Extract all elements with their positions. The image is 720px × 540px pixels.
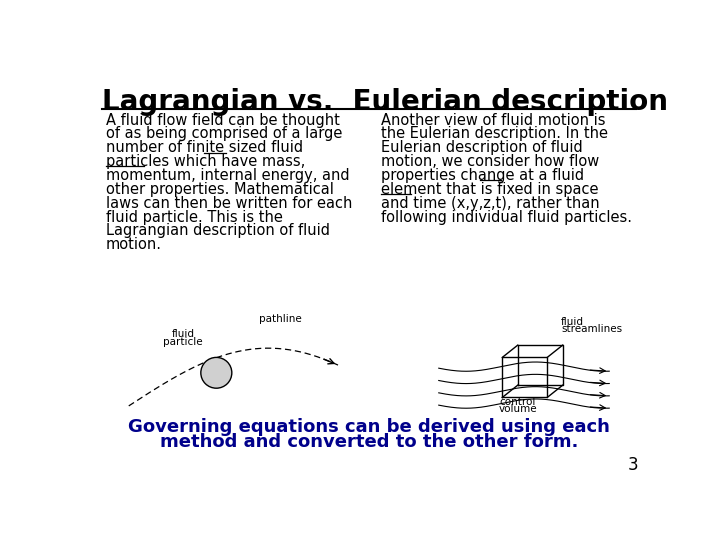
Text: motion.: motion.	[106, 237, 161, 252]
Text: the Eulerian description. In the: the Eulerian description. In the	[381, 126, 608, 141]
Circle shape	[201, 357, 232, 388]
Text: particles which have mass,: particles which have mass,	[106, 154, 305, 169]
Text: laws can then be written for each: laws can then be written for each	[106, 195, 352, 211]
Text: particle: particle	[163, 336, 203, 347]
Text: number of finite sized fluid: number of finite sized fluid	[106, 140, 302, 156]
Text: fluid particle. This is the: fluid particle. This is the	[106, 210, 282, 225]
Text: pathline: pathline	[258, 314, 301, 323]
Text: motion, we consider how flow: motion, we consider how flow	[381, 154, 599, 169]
Text: following individual fluid particles.: following individual fluid particles.	[381, 210, 631, 225]
Text: Another view of fluid motion is: Another view of fluid motion is	[381, 112, 605, 127]
Text: and time (x,y,z,t), rather than: and time (x,y,z,t), rather than	[381, 195, 599, 211]
Text: fluid: fluid	[561, 316, 584, 327]
Text: of as being comprised of a large: of as being comprised of a large	[106, 126, 342, 141]
Text: Lagrangian vs.  Eulerian description: Lagrangian vs. Eulerian description	[102, 88, 667, 116]
Text: Lagrangian description of fluid: Lagrangian description of fluid	[106, 224, 330, 239]
Text: method and converted to the other form.: method and converted to the other form.	[160, 433, 578, 451]
Text: other properties. Mathematical: other properties. Mathematical	[106, 182, 333, 197]
Text: control: control	[500, 397, 536, 407]
Text: element that is fixed in space: element that is fixed in space	[381, 182, 598, 197]
Text: volume: volume	[498, 404, 537, 414]
Text: properties change at a fluid: properties change at a fluid	[381, 168, 584, 183]
Text: momentum, internal energy, and: momentum, internal energy, and	[106, 168, 349, 183]
Text: 3: 3	[628, 456, 639, 475]
Text: A fluid flow field can be thought: A fluid flow field can be thought	[106, 112, 339, 127]
Text: Eulerian description of fluid: Eulerian description of fluid	[381, 140, 582, 156]
Text: fluid: fluid	[171, 329, 194, 339]
Text: Governing equations can be derived using each: Governing equations can be derived using…	[128, 418, 610, 436]
Text: streamlines: streamlines	[561, 325, 622, 334]
